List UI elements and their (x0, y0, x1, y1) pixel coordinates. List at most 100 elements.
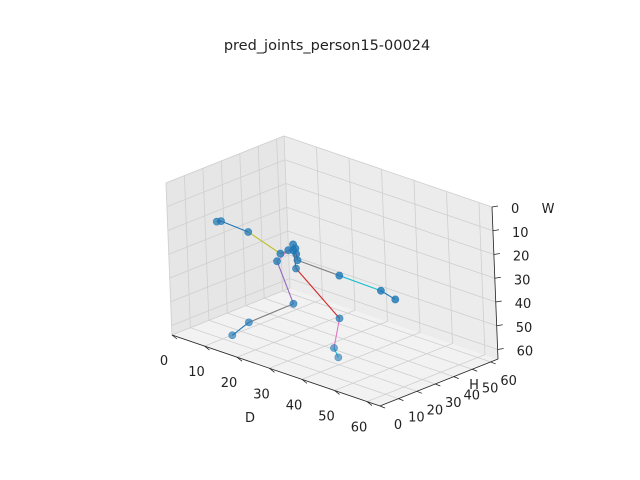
x-tick (204, 345, 210, 351)
y-tick (398, 398, 404, 402)
joint-point (228, 331, 237, 340)
axis-lines (171, 206, 499, 407)
grid-line-x (171, 135, 291, 336)
x-tick (334, 390, 340, 395)
x-tick-label: 50 (318, 409, 335, 424)
x-axis-label: D (245, 411, 255, 426)
joint-point (289, 299, 298, 308)
x-axis-line (171, 334, 381, 407)
joint-point (244, 228, 253, 236)
z-tick-label: 10 (512, 226, 529, 241)
grid-line-y-floor (190, 327, 399, 400)
grid-line-z (165, 135, 493, 208)
grid-line-y-floor (282, 290, 491, 363)
grid-line-z (167, 183, 495, 255)
grid-line-y-floor (208, 319, 418, 392)
joint-point (335, 314, 344, 323)
grid-line-y-wall (184, 175, 191, 328)
grid-line-z (168, 206, 495, 279)
y-tick (472, 368, 478, 372)
z-tick-label: 40 (515, 297, 532, 312)
y-tick-label: 0 (394, 418, 402, 433)
joint-point (292, 250, 301, 258)
y-axis-line (379, 358, 499, 407)
y-tick (490, 361, 496, 365)
z-tick (497, 348, 504, 350)
y-tick-label: 50 (482, 381, 499, 396)
joint-point (273, 257, 281, 266)
axes-panes (165, 135, 500, 407)
bone (295, 268, 340, 319)
bone (247, 231, 281, 255)
y-tick-label: 30 (445, 396, 462, 411)
grid-line-z (170, 254, 497, 327)
grid-line-x (236, 158, 356, 358)
y-tick (453, 376, 459, 379)
y-tick-label: 60 (500, 374, 517, 389)
x-tick (269, 367, 275, 373)
y-tick-label: 20 (427, 403, 444, 418)
z-tick (491, 205, 499, 208)
joint-point (391, 295, 400, 304)
joint-point (334, 353, 343, 362)
z-tick (493, 253, 500, 255)
grid-lines (165, 135, 498, 407)
x-tick (171, 334, 178, 340)
grid-line-y-wall (276, 138, 283, 291)
joint-point (293, 256, 302, 265)
x-tick-label: 40 (286, 398, 303, 413)
grid-line-y-floor (264, 297, 473, 370)
x-tick (236, 356, 243, 362)
grid-line-x (269, 169, 388, 369)
grid-line-x (301, 180, 421, 380)
z-axis-label: W (542, 202, 555, 217)
x-tick-label: 30 (253, 387, 270, 402)
z-tick-label: 30 (514, 273, 531, 288)
x-tick-label: 10 (188, 365, 205, 380)
joint-point (377, 286, 385, 295)
grid-line-y-wall (257, 146, 265, 299)
joint-point (330, 344, 338, 352)
grid-line-y-wall (202, 168, 210, 321)
x-tick-label: 20 (221, 376, 238, 391)
joint-point (284, 246, 293, 255)
y-tick-label: 40 (463, 389, 480, 404)
chart-title: pred_joints_person15-00024 (224, 38, 430, 54)
z-tick-label: 20 (513, 250, 530, 265)
x-tick (301, 379, 308, 384)
y-tick (379, 405, 386, 409)
z-tick (492, 229, 500, 232)
z-axis-line (491, 206, 499, 360)
z-tick (496, 324, 503, 327)
z-tick-label: 60 (517, 345, 534, 360)
grid-line-z (171, 278, 498, 350)
y-axis-label: H (469, 378, 479, 393)
joint-point (276, 249, 285, 258)
bone (276, 261, 294, 304)
bone (220, 220, 249, 233)
bone (333, 318, 341, 349)
grid-line-y-floor (245, 305, 454, 377)
grid-line-x (334, 191, 453, 391)
joint-point (244, 318, 253, 327)
joint-point (212, 217, 221, 226)
z-tick-label: 0 (511, 202, 519, 217)
skeleton-joints (212, 217, 400, 362)
z-tick (494, 276, 501, 279)
x-tick-label: 60 (351, 421, 368, 436)
z-tick (495, 300, 502, 303)
y-tick (435, 383, 441, 387)
bone (248, 303, 294, 323)
joint-point (335, 271, 344, 280)
bone (297, 259, 340, 277)
y-tick-label: 10 (408, 411, 425, 426)
grid-line-y-wall (165, 182, 173, 336)
grid-line-y-wall (220, 160, 228, 314)
grid-line-x (366, 202, 486, 402)
x-tick (366, 401, 373, 406)
grid-line-z (166, 159, 494, 232)
bone (339, 275, 382, 292)
z-tick-label: 50 (516, 321, 533, 336)
